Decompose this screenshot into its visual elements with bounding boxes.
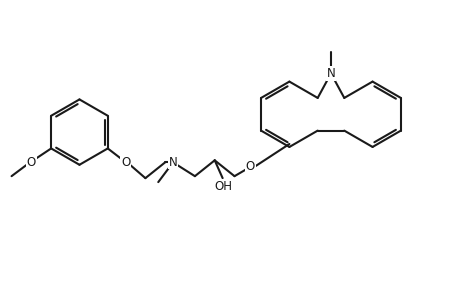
Text: O: O: [245, 160, 254, 173]
Text: N: N: [326, 67, 334, 80]
Text: O: O: [121, 156, 130, 169]
Text: N: N: [168, 156, 177, 169]
Text: O: O: [27, 156, 36, 169]
Text: OH: OH: [214, 179, 232, 193]
